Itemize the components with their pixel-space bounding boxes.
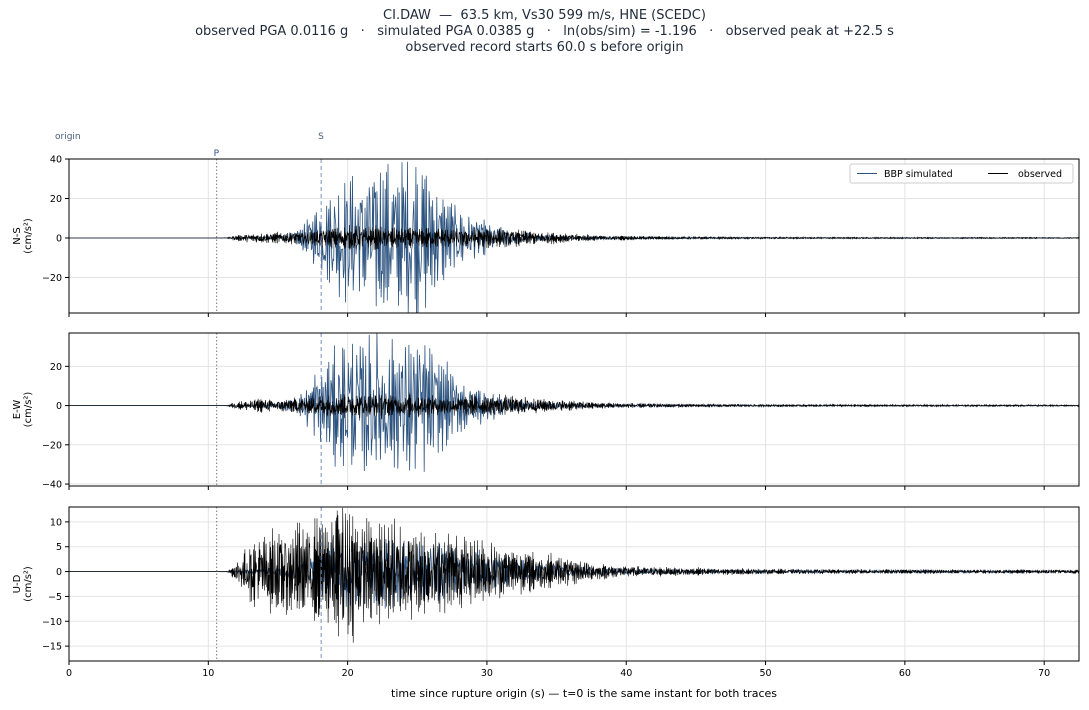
observed-trace: [69, 507, 1079, 643]
y-tick-label: 10: [50, 517, 62, 528]
x-tick-label: 0: [66, 668, 72, 679]
x-tick-label: 60: [899, 668, 911, 679]
title-line-pga: observed PGA 0.0116 g · simulated PGA 0.…: [195, 24, 894, 39]
y-tick-label: −10: [42, 617, 62, 628]
y-tick-label: 20: [50, 194, 62, 205]
x-tick-label: 10: [202, 668, 214, 679]
y-tick-label: 0: [56, 401, 62, 412]
y-tick-label: 40: [50, 155, 62, 166]
marker-s-label: S: [318, 132, 324, 142]
panel-frame: [68, 506, 1080, 662]
y-axis-label-line: (cm/s²): [23, 566, 34, 602]
panel-u-d: −15 −10 −5 0 5 10 0 10 20 30 40 50 60 70 U-D(cm/s²): [12, 506, 1080, 679]
title-line-station: CI.DAW — 63.5 km, Vs30 599 m/s, HNE (SCE…: [383, 8, 706, 23]
simulated-trace: [69, 161, 1079, 313]
x-axis-label: time since rupture origin (s) — t=0 is t…: [391, 687, 777, 700]
y-axis-label-line: N-S: [12, 227, 23, 244]
y-tick-label: 5: [56, 542, 62, 553]
y-tick-label: −40: [42, 480, 62, 491]
y-axis-label-line: (cm/s²): [23, 218, 34, 254]
y-tick-label: 20: [50, 362, 62, 373]
x-tick-label: 40: [620, 668, 632, 679]
y-axis-label: N-S(cm/s²): [12, 218, 34, 254]
x-tick-label: 20: [342, 668, 354, 679]
y-axis-label-line: (cm/s²): [23, 392, 34, 428]
legend-simulated-label: BBP simulated: [884, 169, 953, 180]
y-tick-label: 0: [56, 567, 62, 578]
observed-trace: [69, 224, 1079, 251]
y-tick-label: −5: [48, 592, 62, 603]
x-tick-label: 50: [760, 668, 772, 679]
panel-n-s: −20 0 20 40 N-S(cm/s²) BBP simulated observed: [12, 155, 1080, 317]
panel-e-w: −40 −20 0 20 E-W(cm/s²): [12, 332, 1080, 491]
title-line-record-start: observed record starts 60.0 s before ori…: [405, 40, 684, 55]
y-axis-label: U-D(cm/s²): [12, 566, 34, 602]
chart-title: CI.DAW — 63.5 km, Vs30 599 m/s, HNE (SCE…: [0, 8, 1089, 56]
marker-p-label: P: [214, 149, 220, 159]
observed-trace: [69, 392, 1079, 420]
x-tick-label: 30: [481, 668, 493, 679]
legend-observed-label: observed: [1018, 169, 1062, 180]
y-axis-label: E-W(cm/s²): [12, 392, 34, 428]
y-axis-label-line: U-D: [12, 574, 23, 593]
panel-frame: [68, 332, 1080, 487]
marker-origin-label: origin: [55, 132, 81, 142]
legend: BBP simulated observed: [849, 163, 1074, 184]
panel-frame: [68, 158, 1080, 314]
x-tick-label: 70: [1038, 668, 1050, 679]
legend-box: [849, 163, 1074, 184]
y-tick-label: 0: [56, 233, 62, 244]
y-tick-label: −15: [42, 642, 62, 653]
y-tick-label: −20: [42, 273, 62, 284]
y-axis-label-line: E-W: [12, 400, 23, 420]
y-tick-label: −20: [42, 440, 62, 451]
